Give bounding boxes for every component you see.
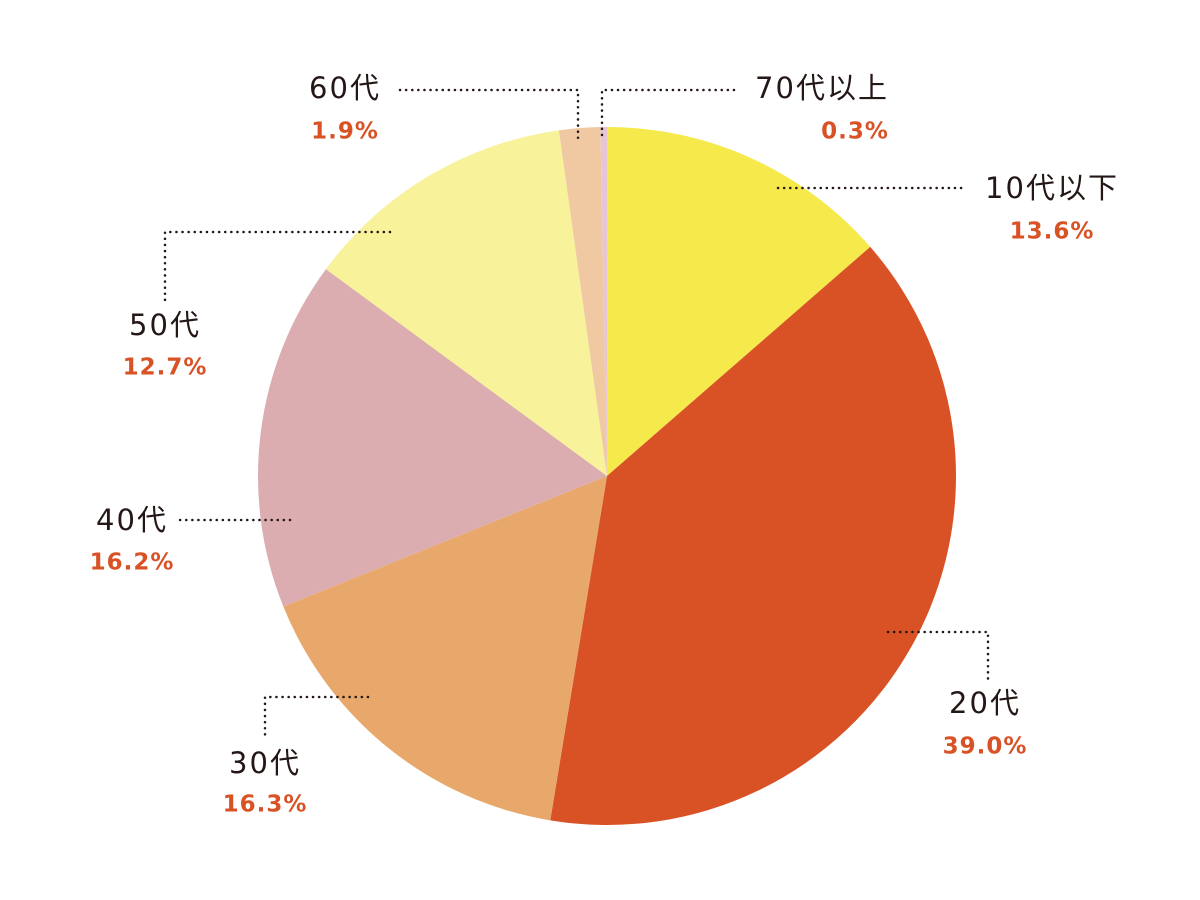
leader-line xyxy=(600,88,737,137)
pie-slice xyxy=(283,476,607,821)
pie-slice xyxy=(607,127,871,476)
value-label: 39.0% xyxy=(943,734,1028,760)
slice-label: 30代 xyxy=(229,746,301,780)
pie-slice xyxy=(558,127,607,476)
pie-slice xyxy=(325,130,607,476)
leader-line xyxy=(163,230,392,302)
slice-label: 40代 xyxy=(96,503,168,537)
value-label: 12.7% xyxy=(123,355,208,381)
pie-slice xyxy=(550,246,956,826)
pie-slice xyxy=(258,269,607,607)
value-label: 0.3% xyxy=(821,119,889,145)
leader-line xyxy=(398,88,580,140)
slice-label: 10代以下 xyxy=(985,171,1119,205)
value-label: 13.6% xyxy=(1010,219,1095,245)
pie-slice xyxy=(600,127,607,476)
leader-line xyxy=(263,695,370,742)
value-label: 16.2% xyxy=(90,550,175,576)
slice-label: 50代 xyxy=(129,308,201,342)
value-label: 1.9% xyxy=(311,119,379,145)
slice-label: 60代 xyxy=(309,71,381,105)
slice-label: 20代 xyxy=(949,686,1021,720)
value-label: 16.3% xyxy=(223,792,308,818)
slice-label: 70代以上 xyxy=(755,71,889,105)
